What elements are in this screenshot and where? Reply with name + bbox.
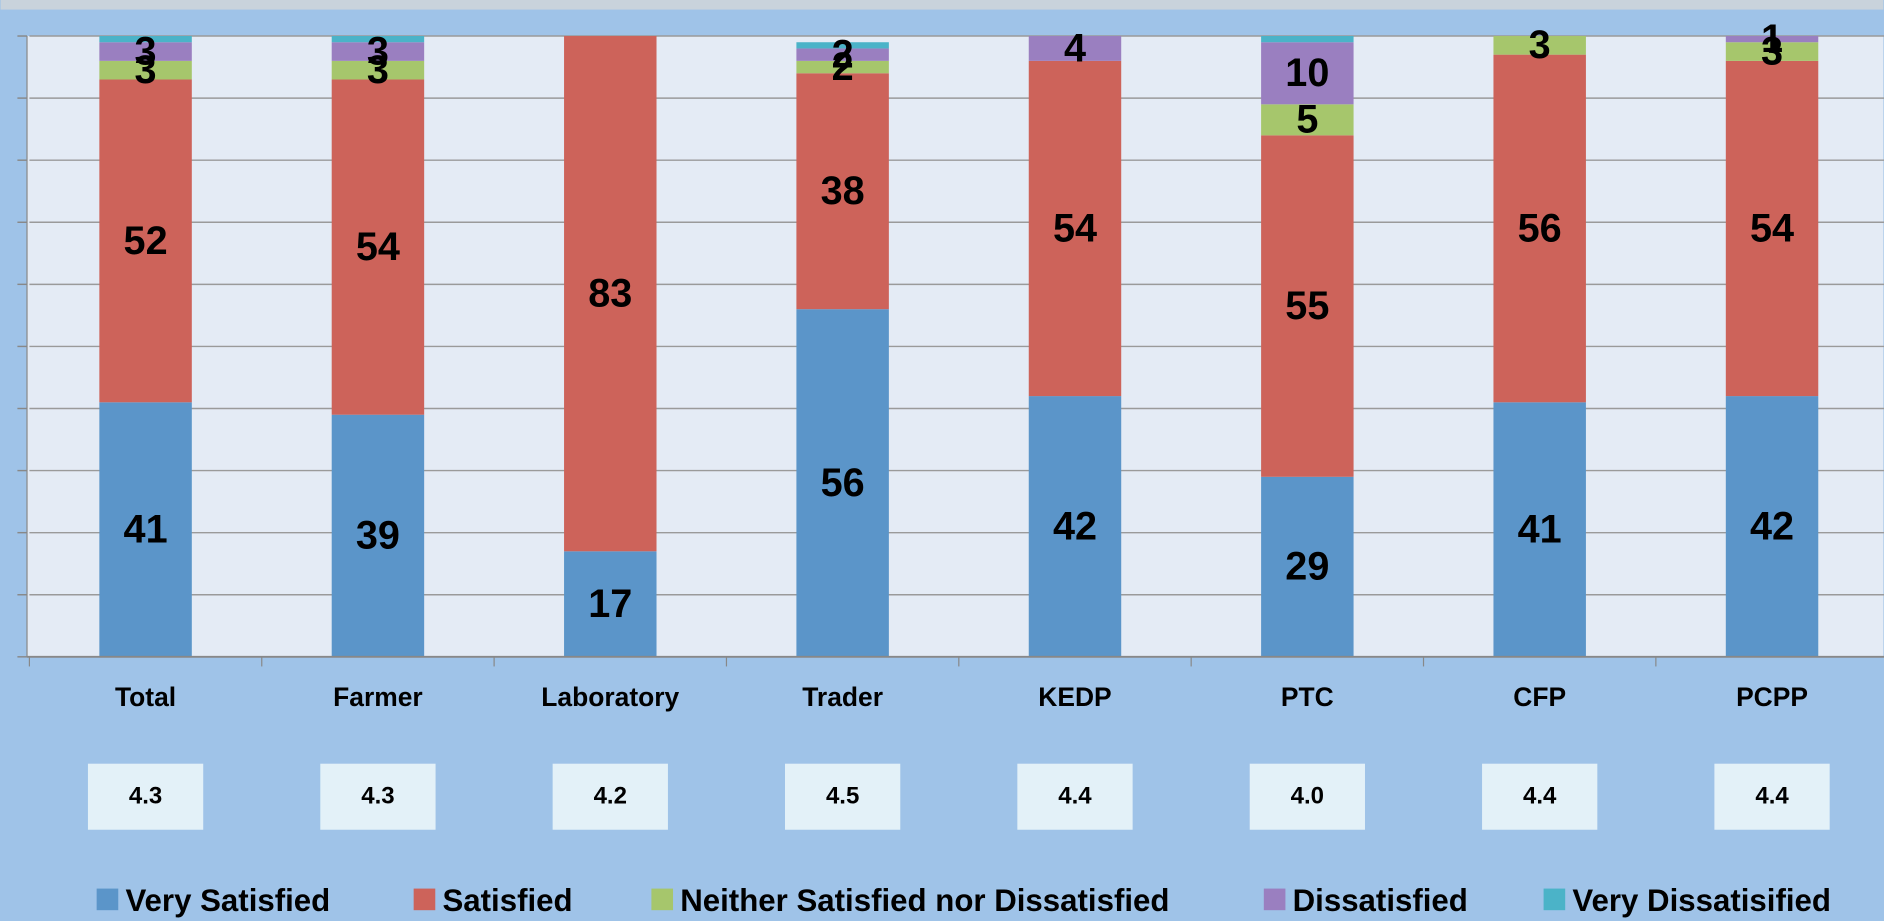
x-tick-label: PCPP [1736, 682, 1808, 712]
data-label: 54 [1750, 206, 1794, 250]
legend-swatch [1263, 888, 1286, 911]
score-label: 4.4 [1058, 783, 1092, 810]
score-label: 4.5 [826, 783, 859, 810]
x-tick-label: Laboratory [541, 682, 679, 712]
bar-segment [331, 36, 425, 43]
bar-segment [1261, 36, 1354, 43]
bar-segment [99, 79, 192, 403]
x-tick-label: Total [115, 682, 176, 712]
score-label: 4.4 [1755, 783, 1789, 810]
score-box [1482, 763, 1598, 830]
legend-swatch [651, 888, 674, 911]
data-label: 42 [1053, 504, 1097, 548]
data-label: 39 [356, 514, 400, 558]
bar-segment [1725, 42, 1819, 61]
x-tick-label: Farmer [333, 682, 423, 712]
bar-segment [1725, 60, 1819, 397]
bar-segment [1028, 36, 1122, 61]
bar-segment [564, 551, 657, 657]
bar-segment [99, 42, 192, 61]
score-box [1249, 763, 1365, 830]
bar-segment [331, 60, 425, 80]
bar-segment [331, 414, 425, 657]
score-label: 4.3 [361, 783, 394, 810]
bar-segment [1261, 104, 1354, 136]
data-label: 2 [832, 45, 854, 89]
bar-segment [99, 402, 192, 657]
bar-segment [331, 42, 425, 61]
score-label: 4.4 [1523, 783, 1557, 810]
legend-label: Very Satisfied [125, 883, 330, 918]
bar-segment [1725, 36, 1819, 43]
data-label: 3 [135, 48, 157, 92]
score-label: 4.2 [594, 783, 627, 810]
bar-segment [1493, 402, 1586, 657]
data-label: 3 [367, 48, 389, 92]
data-label: 3 [135, 29, 157, 73]
bar-segment [564, 36, 657, 552]
bar-segment [796, 48, 889, 61]
data-label: 1 [1761, 17, 1783, 61]
bar-segment [1493, 36, 1586, 55]
score-box [1714, 763, 1830, 830]
bar-segment [1493, 54, 1586, 403]
bar-segment [1028, 60, 1122, 397]
data-label: 2 [832, 33, 854, 77]
data-label: 41 [1518, 507, 1562, 551]
data-label: 54 [356, 225, 400, 269]
legend-swatch [413, 888, 436, 911]
legend-label: Satisfied [442, 883, 572, 918]
x-tick-label: KEDP [1038, 682, 1111, 712]
data-label: 4 [1064, 26, 1086, 70]
score-box [320, 763, 436, 830]
data-label: 17 [588, 582, 632, 626]
data-label: 38 [821, 169, 865, 213]
data-label: 41 [124, 507, 168, 551]
x-tick-label: PTC [1281, 682, 1334, 712]
legend-label: Neither Satisfied nor Dissatisfied [680, 883, 1169, 918]
data-label: 54 [1053, 206, 1097, 250]
data-label: 83 [588, 272, 632, 316]
data-label: 52 [124, 219, 168, 263]
bar-segment [796, 42, 889, 49]
score-box [784, 763, 901, 830]
bar-segment [1028, 396, 1122, 657]
top-strip [0, 0, 1884, 10]
score-label: 4.3 [129, 783, 162, 810]
data-label: 10 [1285, 51, 1329, 95]
x-tick-label: CFP [1513, 682, 1566, 712]
bar-segment [99, 36, 192, 43]
x-tick-label: Trader [802, 682, 883, 712]
score-box [552, 763, 668, 830]
data-label: 29 [1285, 545, 1329, 589]
legend-swatch [96, 888, 119, 911]
data-label: 42 [1750, 504, 1794, 548]
bar-segment [1725, 396, 1819, 657]
legend-label: Very Dissatisified [1572, 883, 1831, 918]
legend-label: Dissatisfied [1293, 883, 1468, 918]
data-label: 55 [1285, 284, 1329, 328]
data-label: 5 [1296, 98, 1318, 142]
bar-segment [331, 79, 425, 415]
bar-segment [1261, 42, 1354, 105]
bar-segment [99, 60, 192, 80]
score-box [1017, 763, 1133, 830]
bar-segment [1261, 476, 1354, 657]
bar-segment [796, 309, 889, 657]
score-label: 4.0 [1291, 783, 1324, 810]
data-label: 56 [1518, 206, 1562, 250]
bar-segment [796, 60, 889, 74]
bar-segment [1261, 135, 1354, 477]
score-box [87, 763, 204, 830]
data-label: 3 [367, 29, 389, 73]
data-label: 3 [1761, 29, 1783, 73]
data-label: 3 [1529, 23, 1551, 67]
legend-swatch [1543, 888, 1566, 911]
data-label: 56 [821, 461, 865, 505]
bar-segment [796, 73, 889, 310]
